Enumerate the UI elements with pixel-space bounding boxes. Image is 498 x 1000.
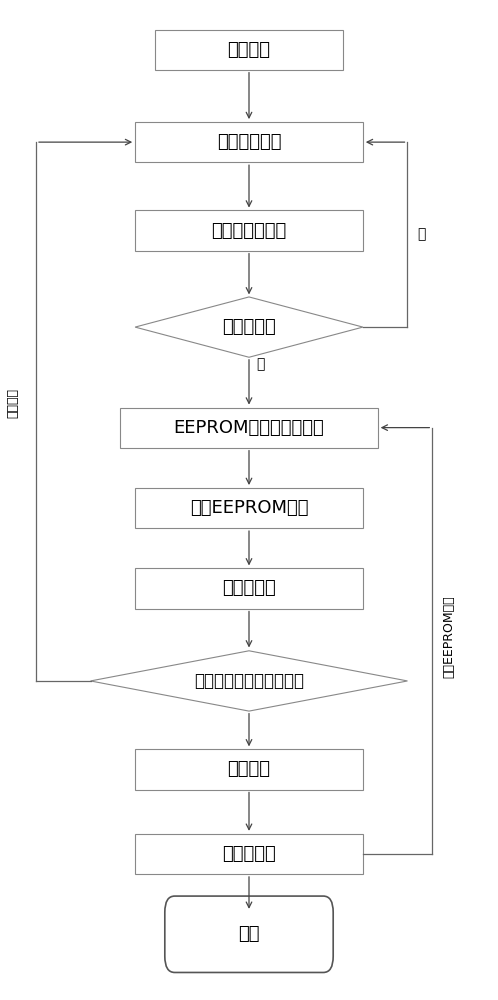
FancyBboxPatch shape	[135, 210, 363, 251]
Text: 结束: 结束	[238, 925, 260, 943]
Text: 评分评价: 评分评价	[228, 760, 270, 778]
Text: 电能表通信控制: 电能表通信控制	[211, 222, 287, 240]
FancyBboxPatch shape	[135, 568, 363, 609]
Text: 判断程序流程分支正确性: 判断程序流程分支正确性	[194, 672, 304, 690]
FancyBboxPatch shape	[135, 834, 363, 874]
Text: 是: 是	[256, 358, 265, 372]
FancyBboxPatch shape	[135, 488, 363, 528]
Text: EEPROM读写装置初始化: EEPROM读写装置初始化	[174, 419, 324, 437]
Text: 电能表掉电: 电能表掉电	[222, 845, 276, 863]
Text: 恢复EEPROM数据: 恢复EEPROM数据	[442, 595, 455, 678]
Text: 否: 否	[417, 228, 426, 242]
Text: 修改EEPROM数据: 修改EEPROM数据	[190, 499, 308, 517]
Text: 循环测试: 循环测试	[6, 388, 19, 418]
Text: 电源装置控制: 电源装置控制	[217, 133, 281, 151]
FancyBboxPatch shape	[135, 122, 363, 162]
FancyBboxPatch shape	[155, 30, 343, 70]
FancyBboxPatch shape	[120, 408, 378, 448]
Text: 电能表上电: 电能表上电	[222, 579, 276, 597]
FancyBboxPatch shape	[165, 896, 333, 972]
FancyBboxPatch shape	[135, 749, 363, 790]
Polygon shape	[91, 651, 407, 711]
Text: 开始测试: 开始测试	[228, 41, 270, 59]
Text: 电能表掉电: 电能表掉电	[222, 318, 276, 336]
Polygon shape	[135, 297, 363, 357]
